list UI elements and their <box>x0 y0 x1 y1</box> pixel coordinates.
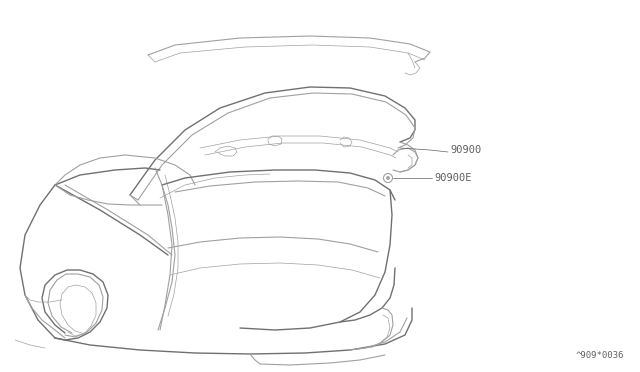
Text: ^909*0036: ^909*0036 <box>576 350 624 359</box>
Text: 90900: 90900 <box>450 145 481 155</box>
Text: 90900E: 90900E <box>434 173 472 183</box>
Circle shape <box>387 177 389 179</box>
